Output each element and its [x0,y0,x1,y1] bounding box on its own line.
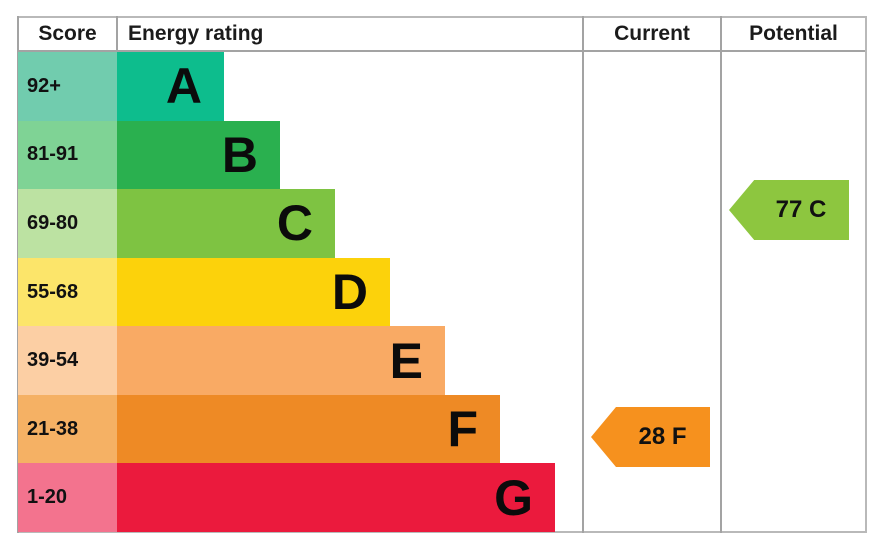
score-range-label: 55-68 [27,280,79,303]
band-bar-c: C [117,189,335,258]
band-letter: C [276,195,313,252]
column-header-potential: Potential [749,22,838,45]
score-range-label: 69-80 [27,211,79,234]
band-bar-b: B [117,120,280,190]
score-range-d: 55-68 [18,257,117,327]
band-row-c: 69-80 C [18,189,866,258]
band-row-f: 21-38 F [18,394,866,464]
band-bar-f: F [117,394,500,464]
score-range-e: 39-54 [18,326,117,395]
band-letter: G [494,469,533,526]
table-right-border [865,16,867,533]
header-separator-line [18,50,866,52]
band-letter: D [331,264,368,321]
band-letter: B [221,126,258,183]
current-column-divider [582,16,584,533]
band-bar-g: G [117,463,555,533]
band-letter: F [447,401,478,458]
band-row-g: 1-20 G [18,463,866,533]
score-range-label: 21-38 [27,417,79,440]
column-header-current: Current [614,22,690,45]
score-range-f: 21-38 [18,394,117,464]
score-range-g: 1-20 [18,463,117,533]
score-range-c: 69-80 [18,189,117,258]
band-bar-e: E [117,326,445,395]
potential-rating-label: 77 C [775,196,827,223]
band-bar-d: D [117,257,390,327]
band-row-e: 39-54 E [18,326,866,395]
score-range-label: 1-20 [27,486,68,509]
band-rows: 92+ A 81-91 B 69-80 C 55-68 D 39-54 E 21… [18,52,866,533]
current-rating-label: 28 F [638,423,687,450]
band-row-d: 55-68 D [18,257,866,327]
column-header-energy-rating: Energy rating [128,22,264,45]
table-top-border [18,16,866,18]
score-range-label: 39-54 [27,349,79,372]
band-letter: E [389,332,423,389]
score-range-a: 92+ [18,52,117,121]
current-rating-arrow: 28 F [591,407,710,467]
score-column-divider [116,16,118,52]
band-row-a: 92+ A [18,52,866,121]
score-range-label: 92+ [27,74,61,97]
band-bar-a: A [117,52,224,121]
band-row-b: 81-91 B [18,120,866,190]
score-range-b: 81-91 [18,120,117,190]
potential-column-divider [720,16,722,533]
column-header-score: Score [38,22,97,45]
band-letter: A [165,58,202,115]
score-range-label: 81-91 [27,143,79,166]
potential-rating-arrow: 77 C [729,180,849,240]
